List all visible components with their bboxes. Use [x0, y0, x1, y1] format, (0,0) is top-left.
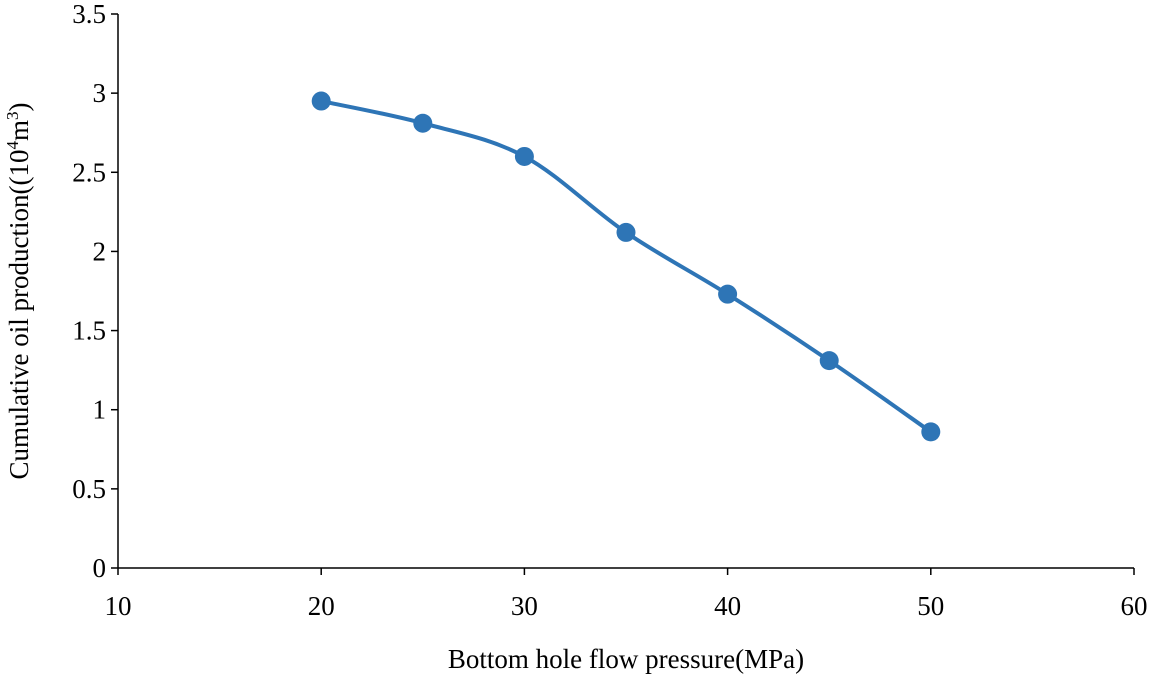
x-tick-label: 30: [511, 591, 538, 621]
y-tick-label: 3: [93, 78, 107, 108]
plot-area: [117, 14, 1134, 569]
x-tick-label: 10: [105, 591, 132, 621]
y-tick-label: 0.5: [72, 474, 106, 504]
y-axis-title-prefix: Cumulative oil production((10: [4, 150, 34, 480]
data-point: [819, 351, 839, 371]
series-layer: [311, 91, 941, 442]
x-tick-label: 60: [1121, 591, 1148, 621]
y-tick-label: 0: [93, 553, 107, 583]
y-axis-title-sup-3: 3: [3, 112, 22, 121]
y-tick-label: 3.5: [72, 0, 106, 29]
y-tick-label: 1: [93, 395, 107, 425]
data-point: [921, 422, 941, 442]
data-point: [311, 91, 331, 111]
data-point: [718, 284, 738, 304]
data-point: [514, 146, 534, 166]
x-axis-ticks: 10 20 30 40 50 60: [105, 568, 1148, 621]
y-axis-title-unit: m: [4, 120, 34, 141]
x-tick-label: 20: [308, 591, 335, 621]
y-tick-label: 1.5: [72, 316, 106, 346]
y-axis-title: Cumulative oil production((104m3): [3, 103, 34, 480]
y-axis-title-suffix: ): [4, 103, 34, 112]
y-axis-ticks: 0 0.5 1 1.5 2 2.5 3 3.5: [72, 0, 118, 583]
y-tick-label: 2.5: [72, 157, 106, 187]
y-tick-label: 2: [93, 236, 107, 266]
series-line: [319, 99, 933, 434]
data-point: [413, 113, 433, 133]
x-axis-title: Bottom hole flow pressure(MPa): [448, 644, 804, 674]
x-tick-label: 40: [714, 591, 741, 621]
x-tick-label: 50: [917, 591, 944, 621]
y-axis-title-sup-4: 4: [3, 141, 22, 150]
data-point: [616, 222, 636, 242]
